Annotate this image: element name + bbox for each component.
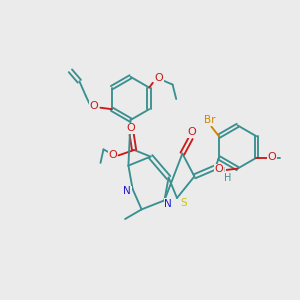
Text: H: H	[224, 172, 232, 183]
Text: O: O	[108, 150, 117, 160]
Text: O: O	[127, 123, 136, 134]
Text: O: O	[214, 164, 224, 175]
Text: N: N	[123, 186, 131, 197]
Text: O: O	[187, 127, 196, 137]
Text: N: N	[164, 199, 172, 209]
Text: O: O	[154, 73, 163, 83]
Text: O: O	[89, 101, 98, 111]
Text: Br: Br	[204, 115, 216, 125]
Text: S: S	[180, 198, 187, 208]
Text: H: H	[218, 167, 226, 177]
Text: O: O	[268, 152, 277, 162]
